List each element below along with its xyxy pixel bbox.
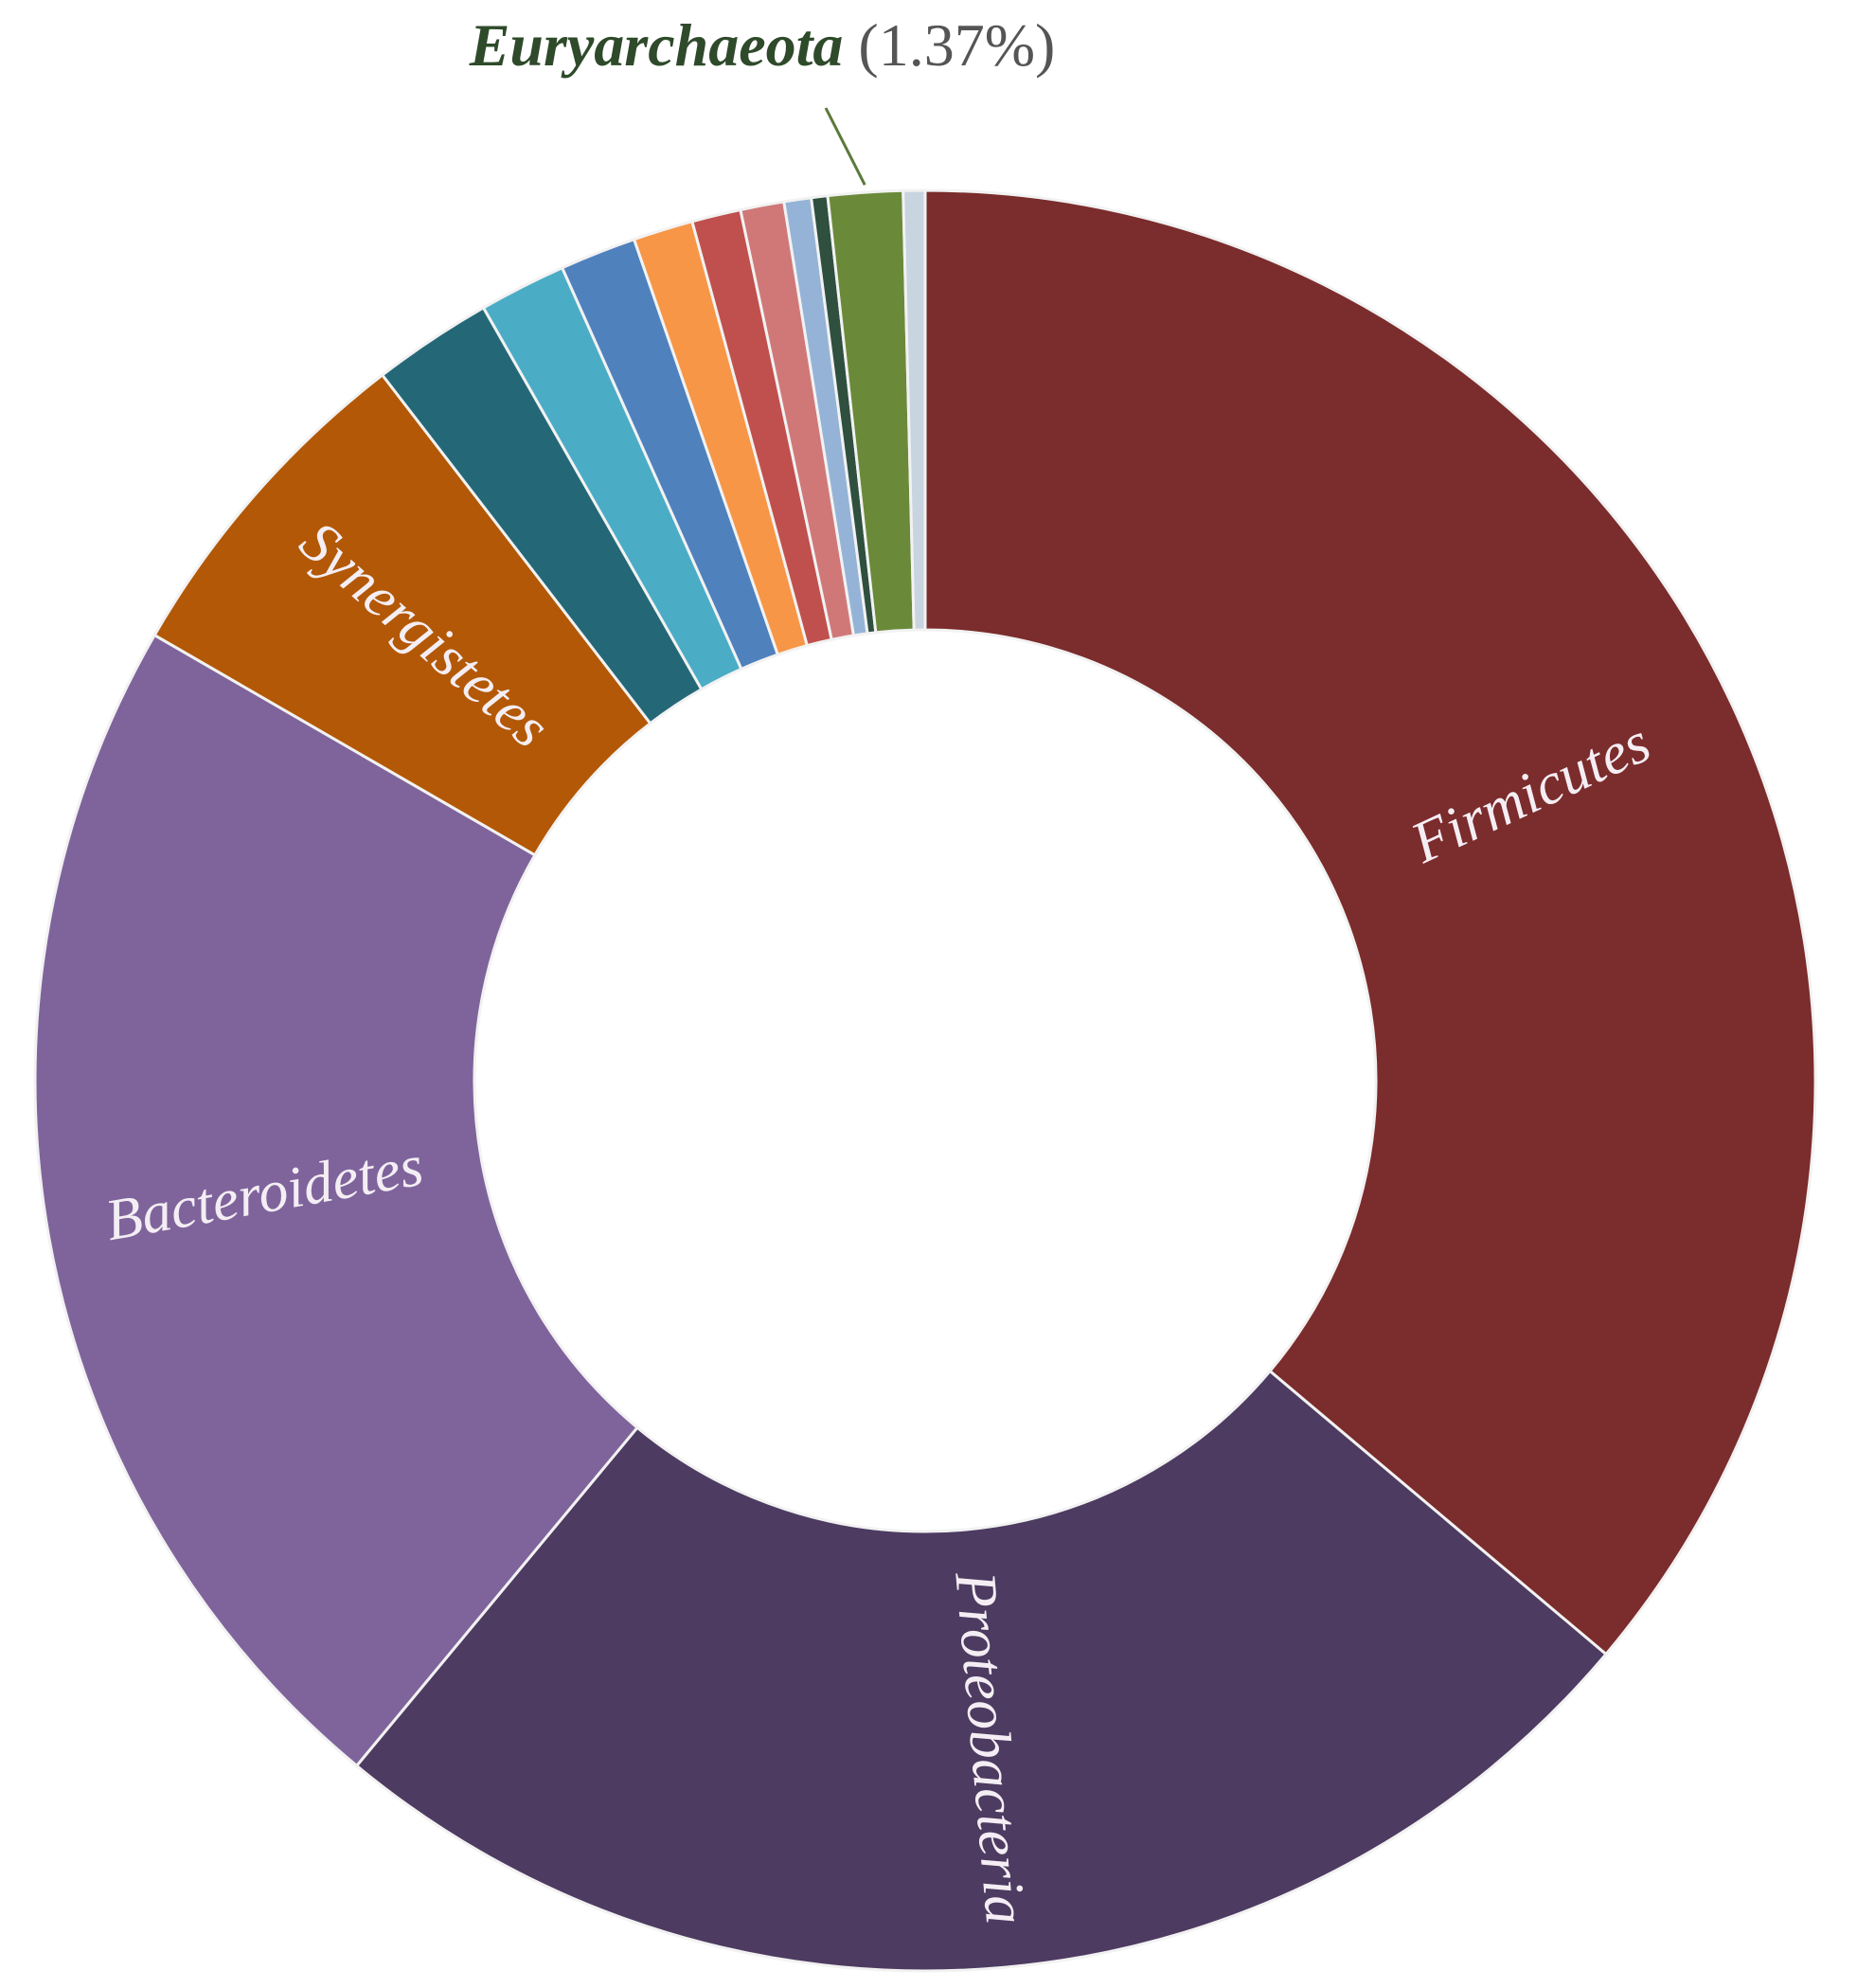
callout-label: Euryarchaeota (1.37%): [469, 11, 1056, 79]
callout-space: [843, 11, 858, 79]
leader-line: [824, 107, 866, 186]
slice: [923, 188, 1817, 1657]
slice: [902, 188, 927, 632]
slice: [33, 633, 640, 1768]
callout-name: Euryarchaeota: [469, 11, 844, 79]
slice: [354, 1369, 1609, 1973]
callout-value: (1.37%): [858, 11, 1055, 79]
